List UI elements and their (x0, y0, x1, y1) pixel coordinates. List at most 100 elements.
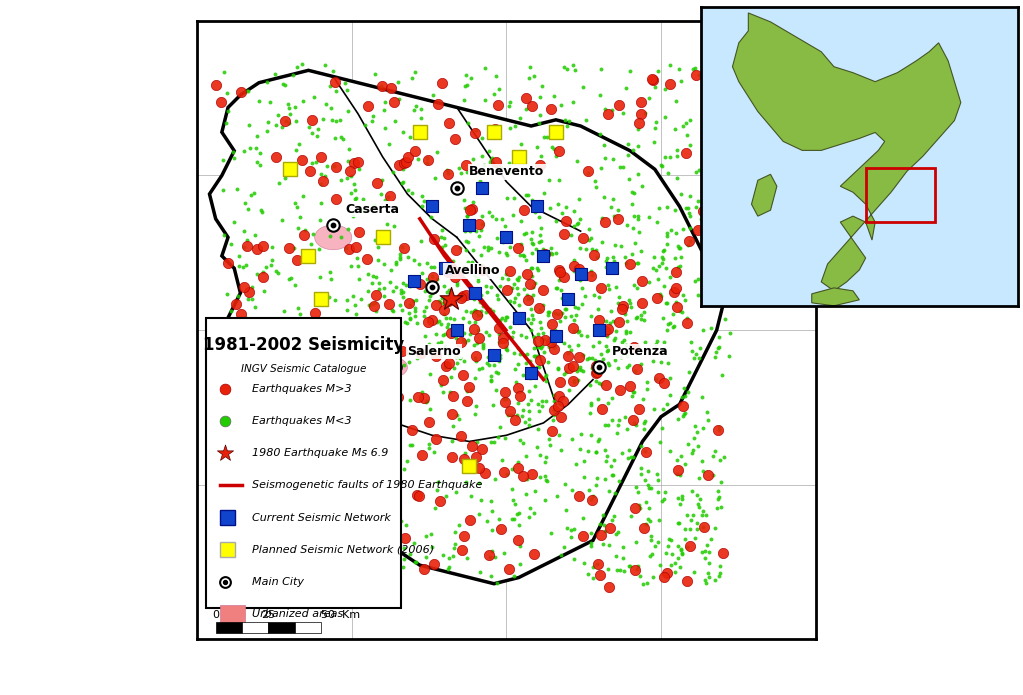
Point (316, 320, 332, 331)
Point (321, 435, 338, 446)
Point (554, 307, 571, 318)
Point (325, 220, 342, 231)
Point (440, 168, 456, 179)
Point (568, 458, 584, 469)
Point (624, 186, 640, 197)
Point (437, 341, 453, 352)
Point (448, 358, 464, 369)
Point (395, 291, 411, 302)
Point (619, 219, 635, 230)
Point (458, 386, 475, 397)
Point (470, 325, 486, 336)
Point (711, 421, 727, 432)
Point (436, 309, 452, 320)
Point (217, 384, 233, 395)
Point (607, 487, 623, 498)
Point (699, 539, 715, 550)
Point (708, 76, 724, 87)
Point (681, 367, 698, 378)
Point (532, 229, 548, 240)
Point (590, 434, 607, 445)
Point (479, 286, 495, 297)
Point (685, 63, 702, 74)
Point (681, 523, 698, 534)
Point (510, 275, 527, 286)
Point (389, 546, 405, 557)
Point (609, 565, 625, 576)
Point (554, 207, 571, 218)
Point (349, 253, 365, 264)
Point (488, 366, 504, 377)
Point (274, 122, 291, 133)
Point (504, 483, 521, 494)
Point (425, 271, 441, 282)
Point (455, 290, 472, 301)
Point (656, 280, 672, 291)
Point (582, 430, 598, 441)
Point (557, 304, 573, 315)
Point (285, 568, 302, 579)
Point (638, 496, 655, 507)
Point (610, 526, 626, 537)
Point (381, 299, 397, 310)
Point (534, 395, 550, 407)
Point (375, 291, 392, 302)
Point (498, 468, 515, 480)
Point (484, 210, 500, 221)
Point (575, 366, 591, 377)
Point (307, 495, 323, 506)
Point (567, 302, 583, 313)
Point (531, 405, 547, 416)
Point (491, 353, 507, 364)
Point (668, 282, 684, 293)
Point (314, 319, 330, 330)
Point (625, 414, 641, 425)
Point (606, 511, 622, 522)
Point (514, 410, 530, 421)
Point (583, 398, 599, 409)
Point (708, 347, 724, 358)
Point (248, 501, 264, 512)
Point (326, 76, 343, 87)
Point (482, 157, 498, 168)
Point (667, 566, 683, 578)
Point (458, 69, 475, 80)
Point (626, 211, 642, 222)
Point (435, 549, 451, 560)
Point (236, 579, 253, 590)
Point (515, 404, 531, 415)
Point (323, 340, 340, 351)
Point (472, 175, 488, 186)
Point (358, 329, 374, 340)
Point (489, 578, 505, 589)
Point (290, 222, 306, 233)
Point (524, 361, 540, 372)
Point (385, 393, 401, 404)
Point (235, 420, 252, 432)
Point (247, 230, 263, 241)
Point (666, 124, 682, 135)
Point (482, 552, 498, 563)
Point (332, 132, 349, 143)
Point (391, 93, 407, 104)
Point (587, 176, 604, 187)
Point (656, 345, 672, 356)
Point (682, 115, 699, 126)
Point (651, 537, 667, 548)
Point (582, 265, 598, 277)
Point (345, 211, 361, 222)
Point (349, 541, 365, 553)
Point (288, 61, 305, 72)
Point (632, 571, 649, 582)
Point (335, 134, 351, 145)
Point (388, 259, 404, 270)
Point (326, 561, 343, 572)
Point (460, 334, 477, 345)
Point (703, 323, 719, 334)
Point (532, 91, 548, 102)
Point (475, 338, 491, 350)
Point (709, 234, 725, 245)
Point (700, 274, 716, 285)
Point (505, 210, 522, 221)
Point (402, 312, 418, 323)
